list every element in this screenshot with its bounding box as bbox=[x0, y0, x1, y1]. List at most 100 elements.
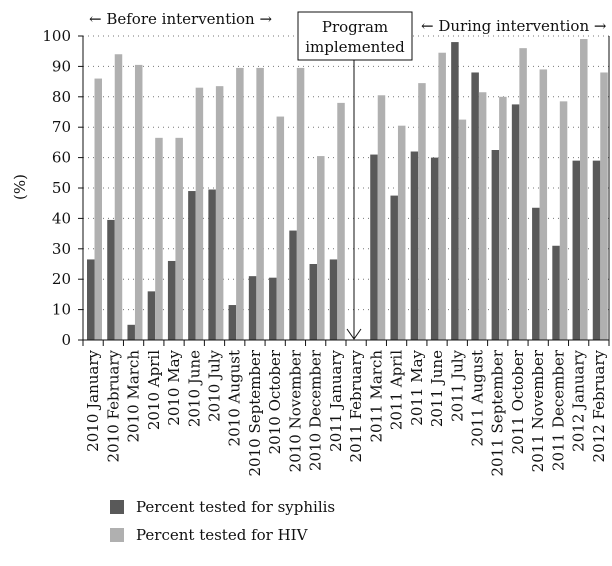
bar-hiv bbox=[418, 83, 426, 341]
y-tick-labels: 0 10 20 30 40 50 60 70 80 90 100 bbox=[42, 27, 71, 349]
x-tick-label: 2010 August bbox=[226, 350, 244, 446]
legend-label-syphilis: Percent tested for syphilis bbox=[136, 498, 336, 516]
bar-syphilis bbox=[370, 154, 378, 340]
bar-hiv bbox=[195, 87, 204, 341]
y-tick-label: 90 bbox=[52, 57, 71, 75]
x-tick-label: 2011 May bbox=[408, 349, 426, 425]
bar-hiv bbox=[256, 67, 264, 341]
program-implemented-box bbox=[297, 11, 413, 61]
left-arrow-icon: ← bbox=[89, 10, 102, 28]
bar-hiv bbox=[499, 96, 507, 340]
bar-hiv bbox=[559, 101, 568, 340]
during-intervention-text: During intervention bbox=[438, 17, 589, 35]
axes bbox=[78, 35, 610, 346]
legend-label-hiv: Percent tested for HIV bbox=[136, 526, 308, 544]
right-arrow-icon: → bbox=[594, 17, 607, 35]
y-tick-label: 10 bbox=[52, 301, 71, 319]
y-tick-label: 70 bbox=[52, 118, 71, 136]
legend-swatch-hiv bbox=[110, 528, 124, 542]
x-tick-label: 2010 December bbox=[307, 349, 325, 471]
bar-syphilis bbox=[572, 160, 581, 340]
legend: Percent tested for syphilis Percent test… bbox=[110, 497, 335, 553]
bar-hiv bbox=[155, 137, 163, 340]
bar-syphilis bbox=[228, 305, 237, 340]
bar-syphilis bbox=[592, 160, 601, 340]
bar-syphilis bbox=[147, 291, 156, 340]
bar-syphilis bbox=[471, 72, 479, 340]
x-tick-label: 2010 January bbox=[84, 349, 102, 451]
bar-syphilis bbox=[127, 324, 135, 340]
bar-hiv bbox=[458, 119, 467, 340]
bar-syphilis bbox=[269, 277, 277, 340]
bar-hiv bbox=[438, 52, 446, 340]
y-axis-label: (%) bbox=[11, 174, 29, 200]
x-tick-label: 2011 April bbox=[388, 350, 406, 430]
bar-hiv bbox=[478, 92, 487, 341]
bar-hiv bbox=[397, 125, 406, 341]
bar-hiv bbox=[580, 39, 588, 340]
x-tick-label: 2010 September bbox=[246, 349, 264, 476]
x-tick-label: 2011 January bbox=[327, 349, 345, 451]
y-tick-label: 20 bbox=[52, 270, 71, 288]
x-tick-label: 2011 June bbox=[428, 350, 446, 427]
program-implemented-line1: Program bbox=[322, 18, 388, 36]
bar-syphilis bbox=[309, 264, 318, 340]
y-tick-label: 40 bbox=[52, 209, 71, 227]
x-tick-label: 2011 March bbox=[367, 350, 385, 443]
x-tick-label: 2011 February bbox=[347, 349, 365, 462]
during-intervention-label: ← During intervention → bbox=[421, 17, 607, 35]
bar-hiv bbox=[175, 137, 183, 340]
bar-syphilis bbox=[552, 245, 560, 340]
left-arrow-icon: ← bbox=[421, 17, 434, 35]
bar-syphilis bbox=[289, 230, 297, 340]
legend-item-hiv: Percent tested for HIV bbox=[110, 525, 335, 545]
bar-syphilis bbox=[491, 150, 500, 340]
bar-syphilis bbox=[532, 207, 540, 340]
bar-syphilis bbox=[87, 259, 95, 340]
x-tick-label: 2011 September bbox=[489, 349, 507, 476]
legend-item-syphilis: Percent tested for syphilis bbox=[110, 497, 335, 517]
bar-hiv bbox=[134, 64, 143, 340]
bar-hiv bbox=[276, 116, 285, 340]
bar-syphilis bbox=[390, 195, 398, 340]
bar-hiv bbox=[377, 95, 386, 340]
program-arrow-head-icon bbox=[346, 328, 362, 340]
right-arrow-icon: → bbox=[260, 10, 273, 28]
y-tick-label: 50 bbox=[52, 179, 71, 197]
legend-swatch-syphilis bbox=[110, 500, 124, 514]
bar-hiv bbox=[114, 54, 123, 341]
bar-syphilis bbox=[451, 42, 459, 341]
x-tick-label: 2010 June bbox=[185, 350, 203, 427]
x-tick-label: 2010 February bbox=[104, 349, 122, 462]
x-tick-label: 2010 November bbox=[286, 349, 304, 472]
bar-hiv bbox=[337, 102, 345, 340]
x-tick-labels: 2010 January 2010 February 2010 March 2010 … bbox=[84, 349, 608, 476]
y-tick-label: 100 bbox=[42, 27, 71, 45]
bar-hiv bbox=[519, 48, 527, 340]
bar-syphilis bbox=[329, 259, 338, 340]
x-tick-label: 2012 January bbox=[570, 349, 588, 451]
bar-hiv bbox=[94, 78, 102, 340]
x-tick-label: 2010 July bbox=[206, 349, 224, 421]
annotations: ← Before intervention → ← During interve… bbox=[89, 10, 607, 340]
x-tick-label: 2010 March bbox=[125, 350, 143, 443]
x-tick-label: 2011 July bbox=[448, 349, 466, 421]
x-tick-label: 2011 October bbox=[509, 349, 527, 454]
y-tick-label: 80 bbox=[52, 88, 71, 106]
bar-hiv bbox=[600, 72, 608, 340]
bar-syphilis bbox=[167, 260, 176, 340]
before-intervention-text: Before intervention bbox=[106, 10, 255, 28]
bar-syphilis bbox=[511, 104, 520, 341]
x-tick-label: 2010 October bbox=[266, 349, 284, 454]
x-tick-label: 2011 December bbox=[549, 349, 567, 471]
x-tick-label: 2011 August bbox=[469, 350, 487, 446]
bar-hiv bbox=[236, 67, 244, 341]
bar-hiv bbox=[317, 156, 325, 340]
x-tick-label: 2010 May bbox=[165, 349, 183, 425]
x-tick-label: 2011 November bbox=[529, 349, 547, 472]
bar-syphilis bbox=[107, 219, 115, 340]
bar-hiv bbox=[215, 86, 224, 340]
program-implemented-line2: implemented bbox=[305, 38, 405, 56]
bars bbox=[87, 39, 608, 341]
